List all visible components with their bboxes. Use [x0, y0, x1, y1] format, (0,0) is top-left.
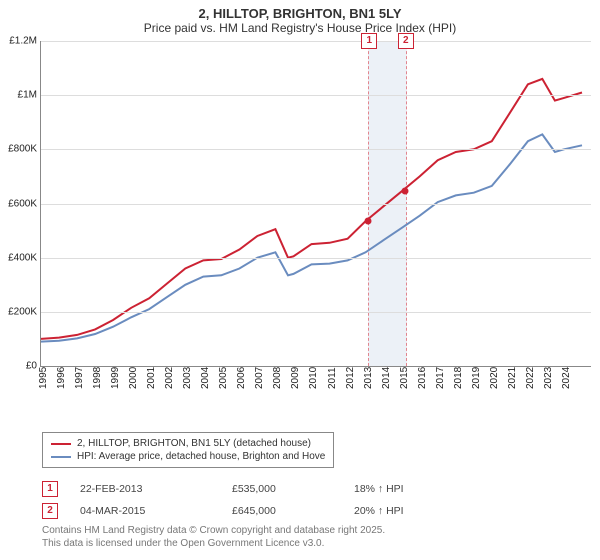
x-axis-label: 2001 — [146, 367, 157, 389]
marker-box-icon: 2 — [398, 33, 414, 49]
x-axis-label: 1999 — [110, 367, 121, 389]
sale-vs-hpi: 20% ↑ HPI — [354, 505, 474, 517]
sale-date: 22-FEB-2013 — [80, 483, 210, 495]
legend-swatch — [51, 443, 71, 445]
x-axis-label: 2011 — [327, 367, 338, 389]
footer-line1: Contains HM Land Registry data © Crown c… — [42, 524, 385, 537]
x-axis-label: 1995 — [38, 367, 49, 389]
x-axis-label: 2002 — [164, 367, 175, 389]
table-row: 1 22-FEB-2013 £535,000 18% ↑ HPI — [42, 478, 474, 500]
marker-dot-icon — [365, 218, 372, 225]
x-axis-label: 2017 — [435, 367, 446, 389]
marker-box-icon: 1 — [361, 33, 377, 49]
series-line — [41, 134, 582, 341]
x-axis-label: 2018 — [453, 367, 464, 389]
x-axis-label: 2008 — [272, 367, 283, 389]
sale-vs-hpi: 18% ↑ HPI — [354, 483, 474, 495]
x-axis-label: 2021 — [507, 367, 518, 389]
x-axis-label: 2022 — [525, 367, 536, 389]
sale-price: £645,000 — [232, 505, 332, 517]
x-axis-label: 1997 — [74, 367, 85, 389]
x-axis-label: 2000 — [128, 367, 139, 389]
x-axis-label: 2010 — [308, 367, 319, 389]
x-axis-label: 1996 — [56, 367, 67, 389]
y-axis-label: £600K — [3, 198, 37, 209]
legend-item-hpi: HPI: Average price, detached house, Brig… — [51, 450, 325, 463]
legend-label: 2, HILLTOP, BRIGHTON, BN1 5LY (detached … — [77, 438, 311, 449]
x-axis-label: 2015 — [399, 367, 410, 389]
sale-marker-icon: 2 — [42, 503, 58, 519]
x-axis-label: 2014 — [381, 367, 392, 389]
legend-item-property: 2, HILLTOP, BRIGHTON, BN1 5LY (detached … — [51, 437, 325, 450]
y-axis-label: £400K — [3, 252, 37, 263]
y-axis-label: £0 — [3, 361, 37, 372]
y-axis-label: £1.2M — [3, 36, 37, 47]
sale-marker-icon: 1 — [42, 481, 58, 497]
y-axis-label: £800K — [3, 144, 37, 155]
chart-title: 2, HILLTOP, BRIGHTON, BN1 5LY Price paid… — [0, 0, 600, 37]
x-axis-label: 2012 — [345, 367, 356, 389]
chart-area: £0£200K£400K£600K£800K£1M£1.2M1995199619… — [40, 41, 590, 391]
x-axis-label: 2020 — [489, 367, 500, 389]
sales-table: 1 22-FEB-2013 £535,000 18% ↑ HPI 2 04-MA… — [42, 478, 474, 522]
title-address: 2, HILLTOP, BRIGHTON, BN1 5LY — [0, 6, 600, 21]
sale-date: 04-MAR-2015 — [80, 505, 210, 517]
x-axis-label: 2013 — [363, 367, 374, 389]
title-subtitle: Price paid vs. HM Land Registry's House … — [0, 21, 600, 35]
x-axis-label: 2023 — [543, 367, 554, 389]
marker-dot-icon — [401, 188, 408, 195]
footer-attribution: Contains HM Land Registry data © Crown c… — [42, 524, 385, 550]
table-row: 2 04-MAR-2015 £645,000 20% ↑ HPI — [42, 500, 474, 522]
x-axis-label: 2006 — [236, 367, 247, 389]
legend-box: 2, HILLTOP, BRIGHTON, BN1 5LY (detached … — [42, 432, 334, 468]
y-axis-label: £1M — [3, 90, 37, 101]
plot-area: £0£200K£400K£600K£800K£1M£1.2M1995199619… — [40, 41, 591, 367]
footer-line2: This data is licensed under the Open Gov… — [42, 537, 385, 550]
x-axis-label: 2004 — [200, 367, 211, 389]
x-axis-label: 2016 — [417, 367, 428, 389]
x-axis-label: 2019 — [471, 367, 482, 389]
x-axis-label: 2005 — [218, 367, 229, 389]
x-axis-label: 1998 — [92, 367, 103, 389]
sale-price: £535,000 — [232, 483, 332, 495]
series-line — [41, 79, 582, 339]
x-axis-label: 2003 — [182, 367, 193, 389]
legend-label: HPI: Average price, detached house, Brig… — [77, 451, 325, 462]
x-axis-label: 2009 — [290, 367, 301, 389]
legend-swatch — [51, 456, 71, 458]
x-axis-label: 2007 — [254, 367, 265, 389]
y-axis-label: £200K — [3, 306, 37, 317]
x-axis-label: 2024 — [561, 367, 572, 389]
